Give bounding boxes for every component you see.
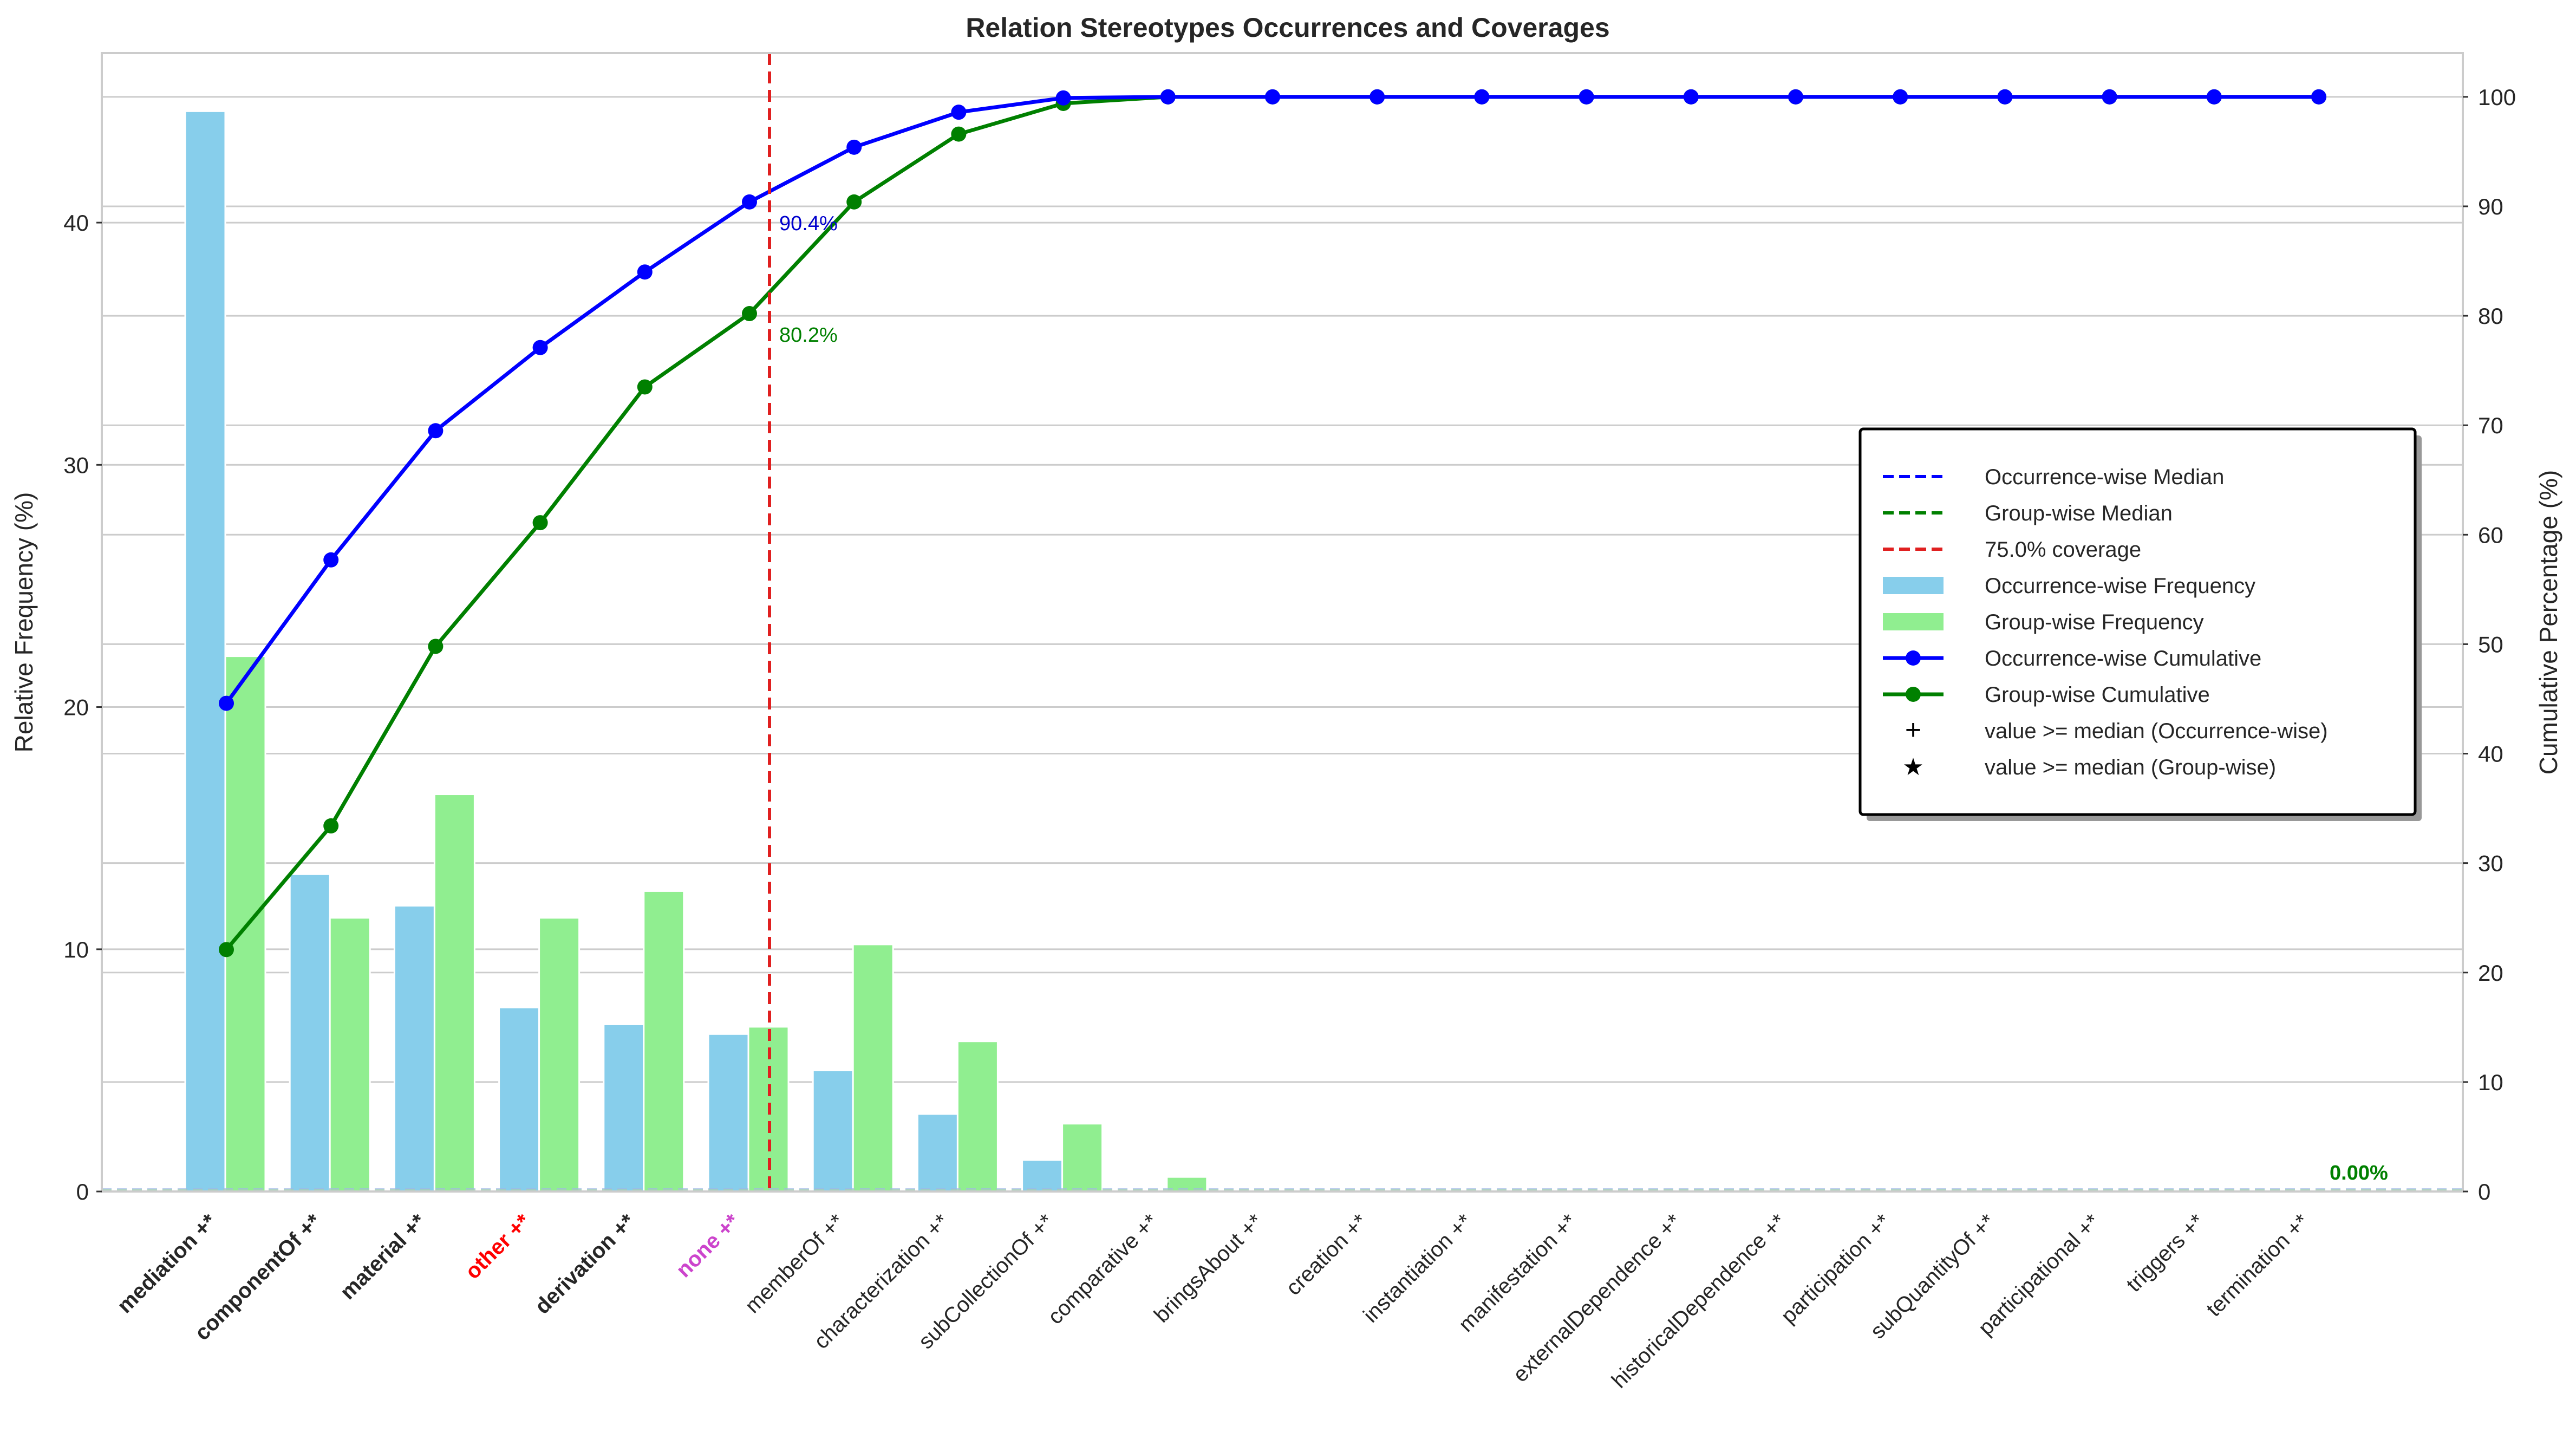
bar-occurrence: [184, 110, 226, 1193]
legend-box: [1858, 427, 2417, 816]
plot-frame: [101, 52, 2464, 1193]
legend-label: Group-wise Frequency: [1985, 610, 2204, 634]
bar-group: [538, 917, 581, 1193]
legend: Occurrence-wise Median Group-wise Median 7…: [1858, 427, 2422, 821]
bar-group: [329, 917, 371, 1193]
y2-tick-label: 90: [2478, 194, 2503, 219]
y2-tick-label: 100: [2478, 84, 2516, 110]
legend-label: Occurrence-wise Cumulative: [1985, 647, 2261, 670]
cumulative-point: [428, 639, 444, 654]
y2-tick-label: 30: [2478, 851, 2503, 876]
cumulative-point: [1683, 89, 1699, 105]
legend-marker-dot: [1906, 687, 1921, 702]
cumulative-point: [1579, 89, 1594, 105]
y-tick-label: 20: [63, 695, 89, 720]
annotation-label: 80.2%: [779, 324, 838, 347]
cumulative-point: [846, 194, 862, 210]
legend-label: value >= median (Group-wise): [1985, 756, 2276, 779]
y-tick-label: 10: [63, 937, 89, 962]
bar-group: [224, 655, 266, 1193]
cumulative-point: [1788, 89, 1803, 105]
y2-tick-label: 40: [2478, 741, 2503, 767]
bar-occurrence: [603, 1023, 645, 1193]
y2-tick-label: 10: [2478, 1070, 2503, 1095]
legend-marker-dot: [1906, 650, 1921, 666]
cumulative-point: [1893, 89, 1908, 105]
cumulative-point: [951, 126, 967, 142]
cumulative-point: [846, 139, 862, 155]
y-axis-label: Relative Frequency (%): [10, 492, 38, 753]
bar-group: [956, 1040, 999, 1193]
cumulative-point: [323, 818, 339, 834]
cumulative-point: [219, 942, 234, 958]
legend-label: Group-wise Median: [1985, 502, 2173, 525]
bar-occurrence: [812, 1069, 854, 1193]
cumulative-point: [637, 379, 653, 395]
cumulative-point: [1474, 89, 1490, 105]
bar-occurrence: [289, 873, 331, 1193]
bar-occurrence: [1021, 1159, 1064, 1193]
cumulative-point: [742, 306, 757, 322]
cumulative-point: [1265, 89, 1280, 105]
cumulative-point: [1160, 89, 1176, 105]
bar-group: [643, 890, 685, 1193]
legend-marker-patch: [1883, 613, 1944, 630]
cumulative-point: [532, 515, 548, 531]
cumulative-point: [637, 264, 653, 280]
cumulative-point: [428, 423, 444, 439]
bars: [184, 110, 1208, 1193]
cumulative-point: [742, 194, 757, 210]
annotations: 90.4% 80.2% 0.00%: [779, 212, 2388, 1184]
cumulative-point: [323, 552, 339, 568]
bar-group: [433, 793, 475, 1193]
y2-tick-label: 80: [2478, 303, 2503, 329]
y-tick-label: 30: [63, 452, 89, 478]
y-tick-label: 0: [76, 1179, 89, 1204]
legend-marker-star: ★: [1902, 754, 1923, 780]
cumulative-point: [1055, 90, 1071, 106]
bar-group: [1061, 1123, 1104, 1193]
cumulative-point: [532, 340, 548, 355]
cumulative-point: [951, 105, 967, 120]
cumulative-point: [2206, 89, 2222, 105]
cumulative-point: [2102, 89, 2117, 105]
legend-label: 75.0% coverage: [1985, 538, 2141, 562]
bar-occurrence: [393, 904, 435, 1193]
y2-tick-label: 50: [2478, 631, 2503, 657]
cumulative-point: [2311, 89, 2326, 105]
annotation-label: 0.00%: [2330, 1162, 2388, 1184]
legend-label: Occurrence-wise Median: [1985, 465, 2224, 489]
y2-tick-label: 0: [2478, 1179, 2490, 1204]
cumulative-lines: [219, 89, 2326, 958]
bar-group: [852, 943, 894, 1193]
chart-title: Relation Stereotypes Occurrences and Cov…: [966, 12, 1609, 43]
bar-occurrence: [498, 1006, 540, 1193]
cumulative-point: [1369, 89, 1385, 105]
legend-label: Occurrence-wise Frequency: [1985, 574, 2255, 598]
legend-marker-patch: [1883, 577, 1944, 594]
bar-occurrence: [707, 1033, 749, 1193]
legend-label: Group-wise Cumulative: [1985, 683, 2210, 707]
y2-tick-label: 20: [2478, 960, 2503, 986]
y2-tick-label: 60: [2478, 522, 2503, 548]
cumulative-point: [219, 695, 234, 711]
legend-marker-plus: +: [1905, 714, 1921, 746]
annotation-label: 90.4%: [779, 212, 838, 235]
y2-tick-label: 70: [2478, 413, 2503, 438]
bar-occurrence: [916, 1113, 958, 1193]
legend-label: value >= median (Occurrence-wise): [1985, 719, 2328, 743]
y-tick-label: 40: [63, 210, 89, 236]
cumulative-point: [1997, 89, 2013, 105]
y2-axis-label: Cumulative Percentage (%): [2534, 470, 2562, 774]
